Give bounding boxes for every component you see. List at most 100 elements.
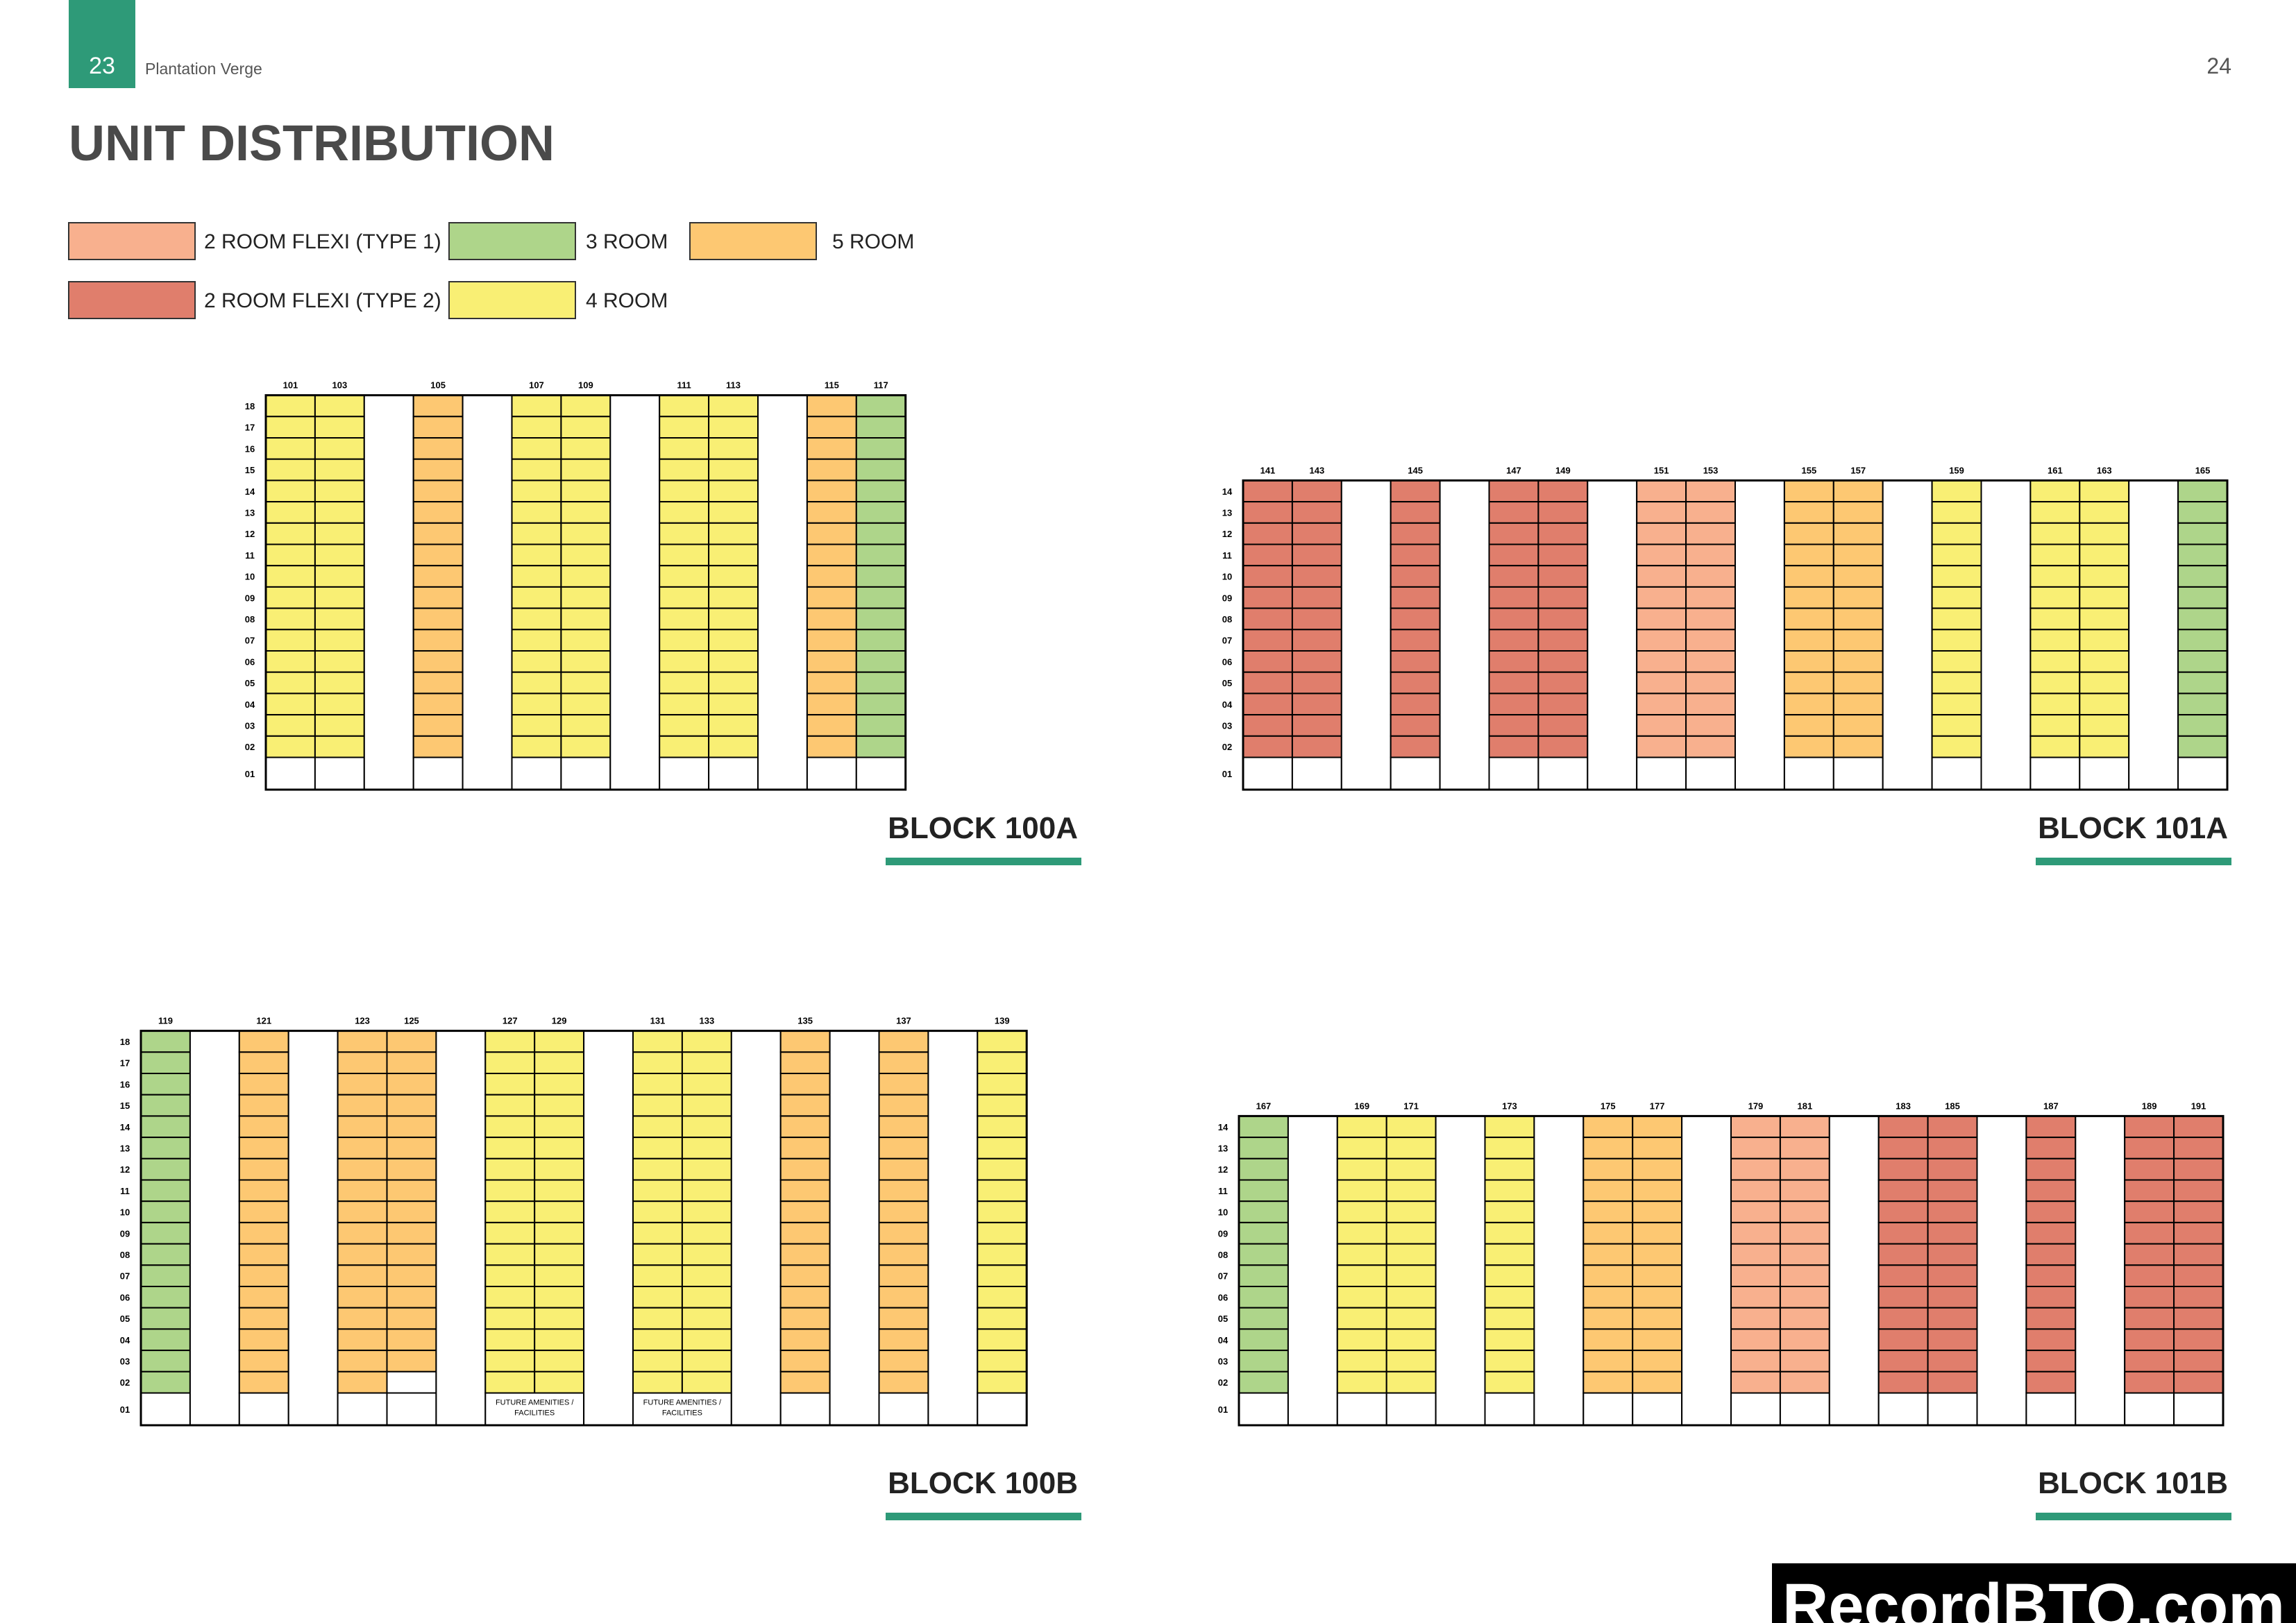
unit-cell <box>511 671 562 695</box>
unit-cell <box>632 1370 683 1394</box>
unit-cell <box>1238 1307 1289 1330</box>
unit-cell <box>855 735 906 758</box>
unit-cell <box>1385 1137 1437 1159</box>
unit-cell <box>878 1392 929 1426</box>
unit-cell <box>1385 1179 1437 1203</box>
unit-cell <box>2025 1157 2077 1181</box>
unit-cell <box>2079 714 2130 737</box>
unit-cell <box>1783 586 1834 609</box>
unit-cell <box>1730 1286 1781 1309</box>
unit-cell <box>2025 1243 2077 1266</box>
unit-cell <box>386 1051 437 1075</box>
unit-cell <box>681 1157 732 1181</box>
unit-cell <box>1238 1200 1289 1223</box>
unit-cell <box>534 1243 585 1266</box>
unit-cell <box>1238 1179 1289 1203</box>
unit-cell <box>1385 1115 1437 1139</box>
unit-label: 121 <box>256 1016 271 1026</box>
unit-cell <box>2029 756 2081 790</box>
unit-cell <box>855 458 906 482</box>
unit-cell <box>681 1286 732 1309</box>
unit-cell <box>1390 479 1441 503</box>
unit-cell <box>1632 1392 1683 1426</box>
unit-cell <box>560 692 611 716</box>
unit-cell <box>1537 479 1589 503</box>
floor-label: 01 <box>1218 1404 1228 1415</box>
unit-cell <box>708 394 759 418</box>
unit-cell <box>314 522 365 545</box>
unit-cell <box>708 458 759 482</box>
unit-cell <box>2173 1137 2225 1159</box>
unit-cell <box>1832 692 1884 716</box>
unit-cell <box>779 1370 831 1394</box>
unit-cell <box>1537 607 1589 631</box>
unit-cell <box>265 437 316 460</box>
unit-cell <box>659 671 710 695</box>
floor-label: 05 <box>245 678 255 688</box>
unit-cell <box>977 1115 1028 1139</box>
unit-cell <box>1238 1370 1289 1394</box>
floor-label: 03 <box>1218 1356 1228 1366</box>
unit-cell <box>314 416 365 439</box>
unit-cell <box>878 1221 929 1245</box>
unit-cell <box>484 1200 536 1223</box>
unit-cell <box>681 1200 732 1223</box>
unit-cell <box>1385 1243 1437 1266</box>
unit-cell <box>1238 1392 1289 1426</box>
unit-cell <box>511 522 562 545</box>
unit-cell <box>386 1328 437 1352</box>
unit-cell <box>1779 1370 1830 1394</box>
unit-cell <box>484 1286 536 1309</box>
floor-label: 13 <box>245 507 255 518</box>
unit-cell <box>265 735 316 758</box>
unit-cell <box>2124 1137 2175 1159</box>
floor-label: 07 <box>120 1271 130 1282</box>
unit-cell <box>1582 1137 1634 1159</box>
unit-cell <box>337 1350 388 1373</box>
unit-cell <box>1291 671 1342 695</box>
unit-cell <box>855 565 906 588</box>
unit-cell <box>659 586 710 609</box>
unit-cell <box>1730 1157 1781 1181</box>
unit-cell <box>140 1221 191 1245</box>
unit-cell <box>1832 735 1884 758</box>
unit-label: 169 <box>1354 1101 1369 1111</box>
unit-cell <box>708 629 759 652</box>
unit-cell <box>1484 1157 1535 1181</box>
unit-cell <box>1537 586 1589 609</box>
unit-cell <box>1779 1328 1830 1352</box>
unit-cell <box>1238 1286 1289 1309</box>
unit-cell <box>1632 1307 1683 1330</box>
block-outline <box>140 1030 1028 1427</box>
unit-cell <box>386 1179 437 1203</box>
unit-cell <box>1931 692 1982 716</box>
unit-cell <box>2025 1179 2077 1203</box>
unit-cell <box>2124 1200 2175 1223</box>
unit-cell <box>806 714 857 737</box>
unit-cell <box>1385 1286 1437 1309</box>
unit-cell <box>806 394 857 418</box>
unit-cell <box>878 1051 929 1075</box>
unit-cell <box>1582 1392 1634 1426</box>
unit-cell <box>1336 1392 1387 1426</box>
unit-cell <box>1484 1137 1535 1159</box>
unit-cell <box>1783 501 1834 524</box>
unit-cell <box>977 1307 1028 1330</box>
unit-cell <box>2029 522 2081 545</box>
unit-cell <box>1927 1115 1978 1139</box>
unit-cell <box>314 714 365 737</box>
floor-label: 04 <box>120 1335 130 1345</box>
unit-cell <box>1242 756 1293 790</box>
unit-cell <box>1636 714 1687 737</box>
unit-cell <box>2029 629 2081 652</box>
unit-cell <box>1582 1350 1634 1373</box>
unit-label: 143 <box>1309 465 1324 475</box>
unit-cell <box>977 1221 1028 1245</box>
unit-cell <box>2173 1115 2225 1139</box>
unit-cell <box>1632 1243 1683 1266</box>
block-underline <box>2036 858 2231 865</box>
unit-cell <box>1685 586 1737 609</box>
unit-label: 191 <box>2191 1101 2206 1111</box>
unit-cell <box>708 479 759 503</box>
unit-cell <box>386 1137 437 1159</box>
